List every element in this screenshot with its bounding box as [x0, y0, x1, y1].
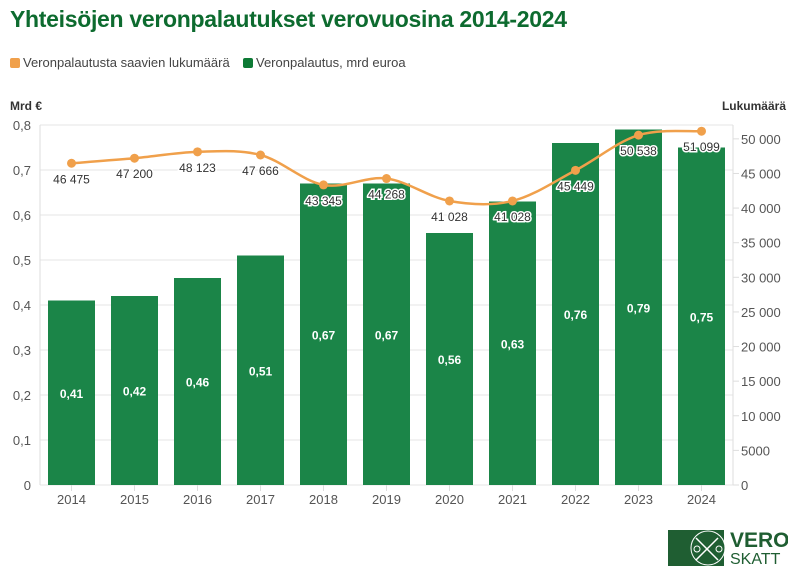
left-tick-label: 0,7 [13, 163, 31, 178]
vero-skatt-logo: VERO SKATT [668, 522, 788, 566]
bar-data-label: 0,67 [375, 328, 399, 342]
left-tick-label: 0,8 [13, 118, 31, 133]
line-data-label: 45 449 [557, 179, 594, 193]
x-tick-label: 2019 [372, 492, 401, 507]
bar-2015 [111, 296, 158, 485]
count-point-2016 [193, 147, 202, 157]
line-data-label: 51 099 [683, 140, 720, 154]
right-tick-label: 15 000 [741, 374, 781, 389]
bar-data-label: 0,63 [501, 337, 525, 351]
legend-swatch-green [243, 57, 253, 68]
right-tick-label: 45 000 [741, 166, 781, 181]
count-point-2018 [319, 180, 328, 190]
bar-2020 [426, 233, 473, 485]
x-tick-label: 2024 [687, 492, 716, 507]
count-point-2014 [67, 158, 76, 168]
x-tick-label: 2023 [624, 492, 653, 507]
count-point-2019 [382, 174, 391, 184]
x-tick-label: 2015 [120, 492, 149, 507]
x-tick-label: 2022 [561, 492, 590, 507]
left-tick-label: 0,2 [13, 388, 31, 403]
chart-title: Yhteisöjen veronpalautukset verovuosina … [10, 6, 567, 32]
left-tick-label: 0,4 [13, 298, 31, 313]
line-data-label: 47 666 [242, 164, 279, 178]
x-tick-label: 2016 [183, 492, 212, 507]
legend-label: Veronpalautusta saavien lukumäärä [23, 55, 230, 70]
line-data-label: 43 345 [305, 194, 342, 208]
right-axis-title: Lukumäärä [722, 99, 786, 113]
bar-2014 [48, 300, 95, 485]
left-tick-label: 0,3 [13, 343, 31, 358]
logo-vero: VERO [730, 529, 788, 552]
left-tick-label: 0,5 [13, 253, 31, 268]
right-tick-label: 40 000 [741, 201, 781, 216]
bar-data-label: 0,76 [564, 308, 588, 322]
bar-data-label: 0,56 [438, 353, 462, 367]
right-tick-label: 30 000 [741, 270, 781, 285]
legend-label: Veronpalautus, mrd euroa [256, 55, 406, 70]
bar-2022 [552, 143, 599, 485]
count-point-2015 [130, 153, 139, 163]
count-point-2022 [571, 165, 580, 175]
bar-data-label: 0,41 [60, 387, 84, 401]
line-data-label: 41 028 [494, 210, 531, 224]
bar-data-label: 0,67 [312, 328, 336, 342]
right-tick-label: 5000 [741, 443, 770, 458]
line-data-label: 46 475 [53, 172, 90, 186]
count-point-2017 [256, 150, 265, 160]
bar-data-label: 0,42 [123, 385, 147, 399]
bar-2018 [300, 183, 347, 485]
bar-data-label: 0,46 [186, 376, 210, 390]
x-tick-label: 2018 [309, 492, 338, 507]
left-tick-label: 0,6 [13, 208, 31, 223]
count-point-2024 [697, 126, 706, 136]
x-tick-label: 2014 [57, 492, 86, 507]
line-data-label: 44 268 [368, 188, 405, 202]
left-axis-title: Mrd € [10, 99, 42, 113]
right-tick-label: 50 000 [741, 132, 781, 147]
right-tick-label: 0 [741, 478, 748, 493]
count-point-2023 [634, 130, 643, 140]
left-tick-label: 0,1 [13, 433, 31, 448]
line-data-label: 50 538 [620, 144, 657, 158]
bar-2019 [363, 183, 410, 485]
logo-skatt: SKATT [730, 551, 781, 566]
right-tick-label: 25 000 [741, 305, 781, 320]
bar-2016 [174, 278, 221, 485]
line-data-label: 47 200 [116, 167, 153, 181]
count-point-2021 [508, 196, 517, 206]
bar-data-label: 0,51 [249, 364, 273, 378]
x-tick-label: 2017 [246, 492, 275, 507]
legend-item-count[interactable]: Veronpalautusta saavien lukumäärä [10, 55, 230, 70]
x-tick-label: 2021 [498, 492, 527, 507]
bar-data-label: 0,79 [627, 301, 651, 315]
left-tick-label: 0 [24, 478, 31, 493]
legend-swatch-orange [10, 57, 20, 68]
bar-data-label: 0,75 [690, 310, 714, 324]
bar-2024 [678, 147, 725, 485]
x-tick-label: 2020 [435, 492, 464, 507]
right-tick-label: 35 000 [741, 236, 781, 251]
right-tick-label: 10 000 [741, 409, 781, 424]
legend-item-amount[interactable]: Veronpalautus, mrd euroa [243, 55, 406, 70]
line-data-label: 41 028 [431, 210, 468, 224]
line-data-label: 48 123 [179, 161, 216, 175]
count-point-2020 [445, 196, 454, 206]
bar-2017 [237, 255, 284, 485]
right-tick-label: 20 000 [741, 340, 781, 355]
bar-2023 [615, 129, 662, 485]
bar-2021 [489, 201, 536, 485]
